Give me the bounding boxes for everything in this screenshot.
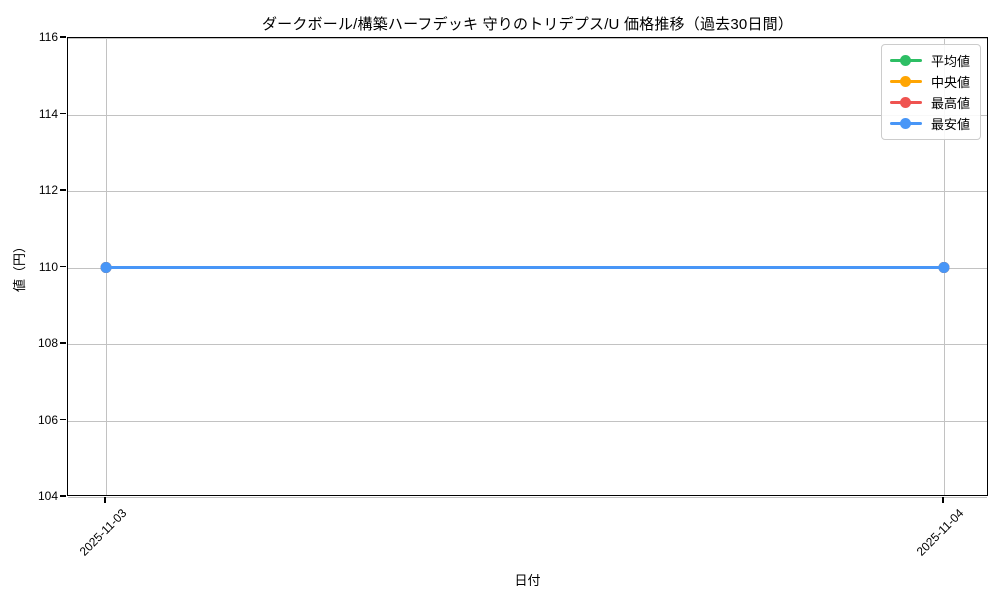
legend-item: 平均値 [889,50,970,71]
y-tick-mark [60,189,66,191]
y-gridline [68,191,987,192]
legend-label: 最高値 [930,96,970,111]
x-axis-label: 日付 [514,573,541,588]
legend-item: 中央値 [889,71,970,92]
x-tick-label: 2025-11-04 [847,504,967,559]
legend-line-marker-icon [889,54,922,68]
x-tick-label-text: 2025-11-03 [76,506,129,559]
legend: 平均値中央値最高値最安値 [880,44,981,140]
legend-line-marker-icon [889,75,922,89]
y-tick-label: 114 [38,106,58,121]
y-tick-mark [60,342,66,344]
y-tick-mark [60,418,66,421]
y-tick-mark [60,495,66,497]
y-gridline [68,344,987,345]
legend-item: 最高値 [889,92,970,113]
y-tick-label: 106 [37,412,58,427]
y-tick-label: 110 [38,259,58,274]
y-gridline [68,420,987,422]
y-tick-mark [60,36,66,38]
x-tick-label: 2025-11-03 [9,504,129,559]
y-gridline [68,497,987,498]
legend-line-marker-icon [889,96,922,110]
x-tick-mark [942,497,944,503]
y-tick-label: 104 [37,489,58,503]
series-layer [100,262,950,273]
x-tick-mark [104,497,106,503]
legend-line-marker-icon [889,117,922,131]
chart-title: ダークボール/構築ハーフデッキ 守りのトリデプス/U 価格推移（過去30日間） [261,16,794,33]
y-tick-mark [60,112,66,115]
plot-area: 平均値中央値最高値最安値 [67,37,988,498]
legend-item: 最安値 [889,113,970,134]
legend-label: 中央値 [930,75,970,90]
y-gridline [68,114,987,116]
legend-label: 最安値 [930,117,970,132]
y-tick-label: 112 [38,183,58,197]
y-gridline [68,38,987,39]
legend-label: 平均値 [930,54,970,69]
data-point-marker [938,262,950,273]
y-tick-mark [60,265,66,268]
y-tick-label: 116 [38,30,58,44]
data-point-marker [100,262,112,273]
y-tick-label: 108 [37,336,58,350]
x-tick-label-text: 2025-11-04 [914,506,967,559]
